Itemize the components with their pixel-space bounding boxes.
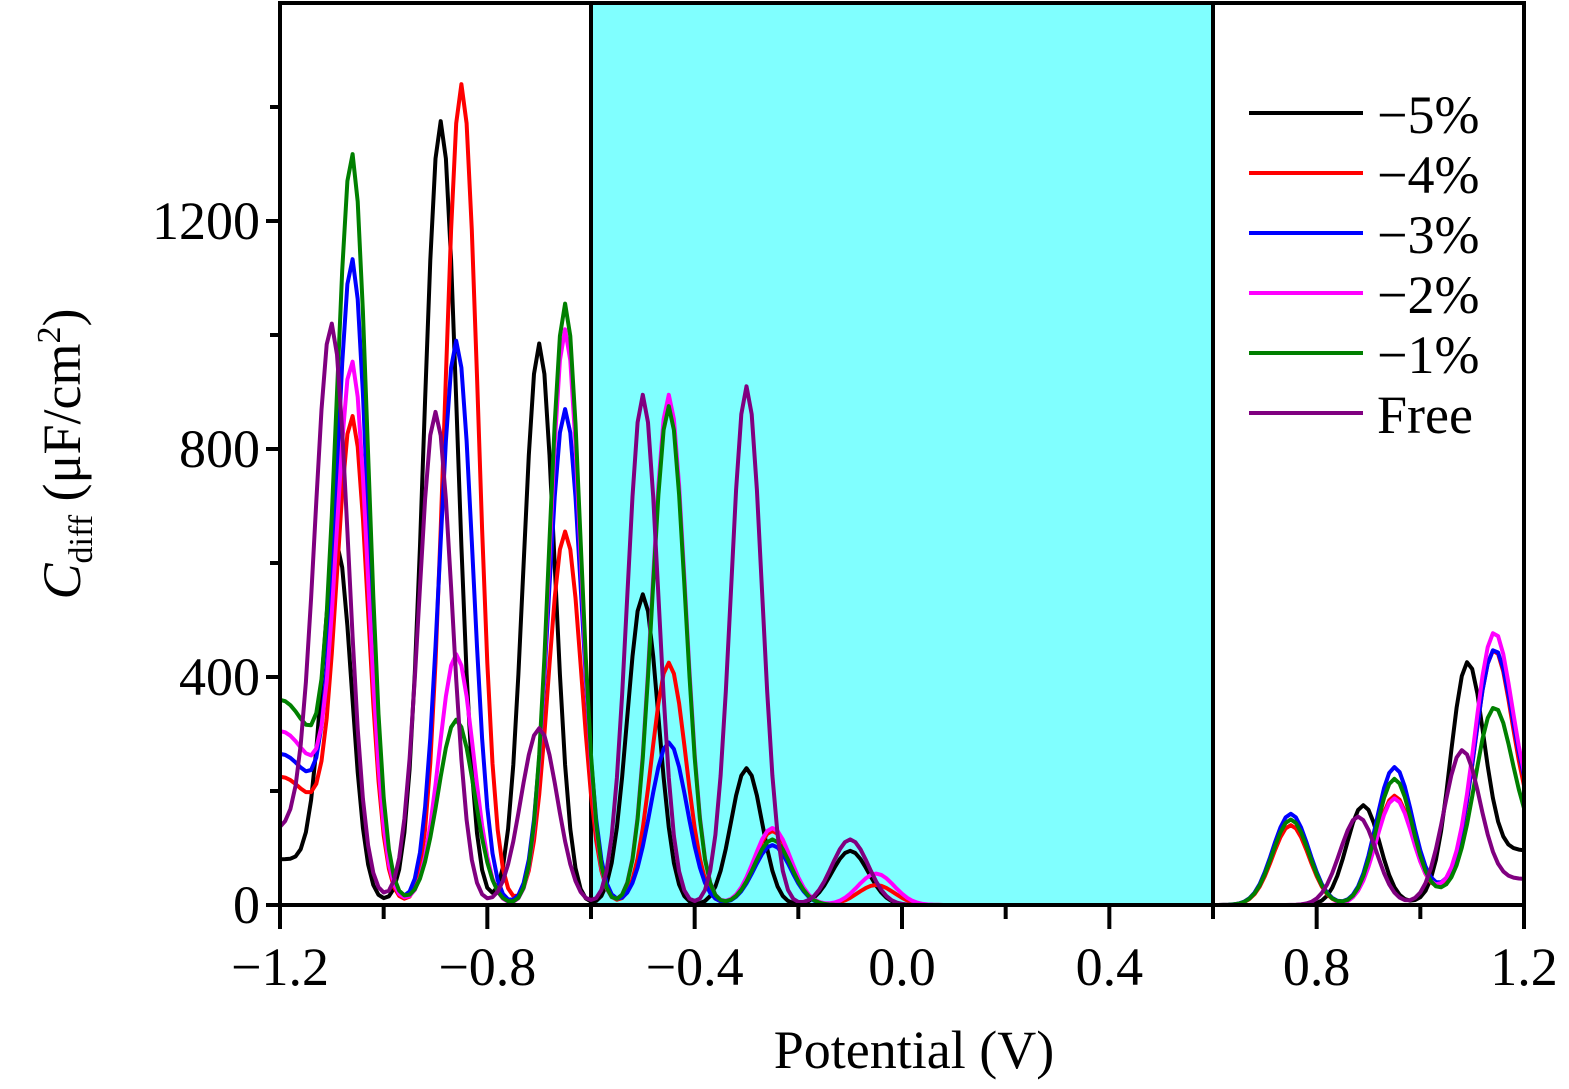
- x-tick-label: −0.4: [646, 937, 744, 997]
- x-tick-label: −1.2: [231, 937, 329, 997]
- y-axis-title-main: C: [32, 562, 92, 599]
- legend-label: −5%: [1377, 85, 1479, 145]
- legend-label: −4%: [1377, 145, 1479, 205]
- y-tick-label: 400: [179, 647, 260, 707]
- x-tick-label: 1.2: [1490, 937, 1558, 997]
- x-tick-label: −0.8: [438, 937, 536, 997]
- svg-text:Cdiff (μF/cm2): Cdiff (μF/cm2): [31, 309, 100, 600]
- legend-label: Free: [1377, 385, 1473, 445]
- y-axis-title-subscript: diff: [63, 514, 100, 563]
- legend-label: −3%: [1377, 205, 1479, 265]
- y-axis-title-close: ): [32, 309, 92, 327]
- legend-label: −2%: [1377, 265, 1479, 325]
- y-axis-title: Cdiff (μF/cm2): [31, 309, 100, 600]
- legend: −5%−4%−3%−2%−1%Free: [1249, 85, 1479, 445]
- y-tick-label: 1200: [152, 191, 260, 251]
- y-tick-label: 0: [233, 875, 260, 935]
- legend-label: −1%: [1377, 325, 1479, 385]
- x-tick-label: 0.8: [1283, 937, 1351, 997]
- y-axis-title-superscript: 2: [31, 327, 68, 344]
- x-axis-title: Potential (V): [774, 1020, 1054, 1080]
- y-axis: 0 400 800 1200: [152, 105, 280, 935]
- y-axis-title-units: (μF/cm: [32, 344, 92, 515]
- x-tick-label: 0.0: [868, 937, 936, 997]
- y-tick-label: 800: [179, 419, 260, 479]
- x-axis: −1.2 −0.8 −0.4 0.0 0.4 0.8 1.2: [231, 905, 1558, 997]
- x-tick-label: 0.4: [1076, 937, 1144, 997]
- shaded-region: [589, 1, 1215, 907]
